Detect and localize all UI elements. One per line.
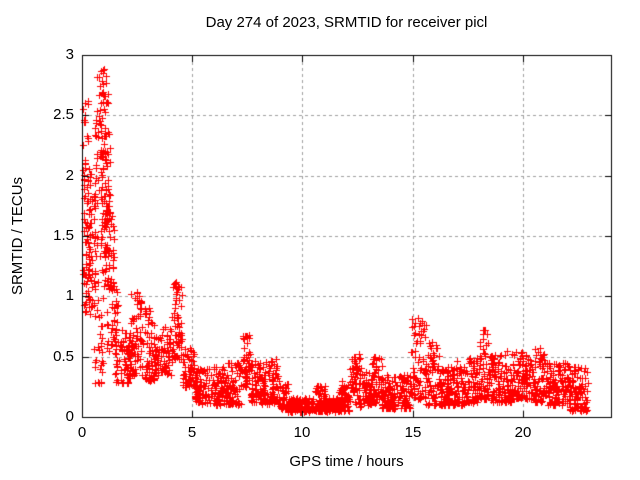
y-tick-label: 1.5 (53, 227, 74, 244)
y-tick-label: 1 (65, 287, 74, 304)
x-tick-label: 5 (187, 424, 197, 441)
chart-title: Day 274 of 2023, SRMTID for receiver pic… (205, 14, 488, 31)
x-tick-label: 20 (514, 424, 532, 441)
x-axis-label: GPS time / hours (289, 453, 404, 470)
x-tick-label: 15 (404, 424, 422, 441)
y-tick-label: 2.5 (53, 106, 74, 123)
y-tick-label: 3 (65, 46, 74, 63)
y-tick-label: 2 (65, 167, 74, 184)
x-tick-label: 0 (77, 424, 87, 441)
y-tick-label: 0 (65, 408, 74, 425)
x-tick-label: 10 (293, 424, 311, 441)
y-tick-label: 0.5 (53, 348, 74, 365)
